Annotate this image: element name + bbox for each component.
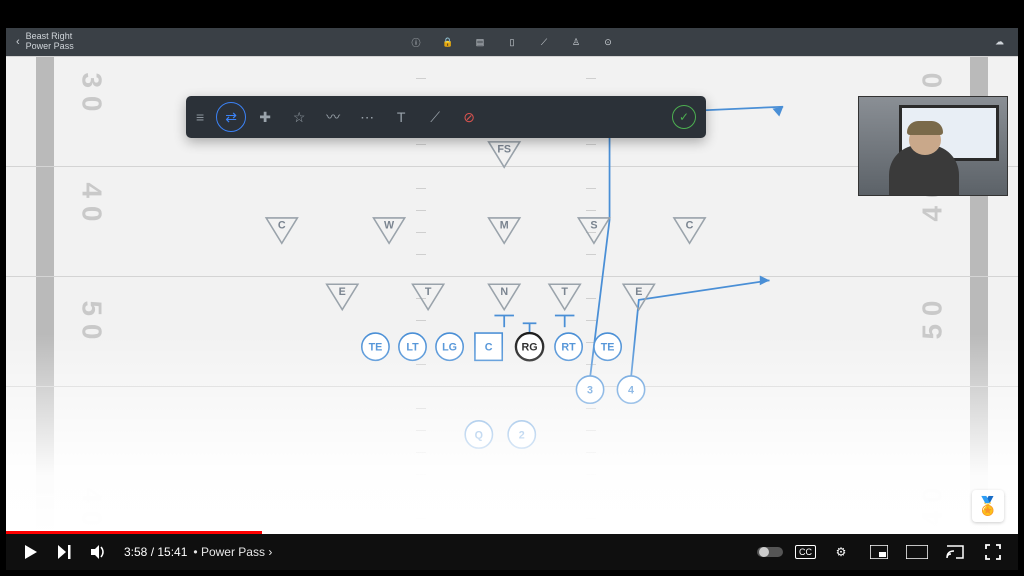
cast-button[interactable] xyxy=(942,539,968,565)
settings-button[interactable]: ⚙ xyxy=(828,539,854,565)
chapter-label[interactable]: • Power Pass › xyxy=(193,545,272,559)
svg-text:C: C xyxy=(485,342,493,354)
fullscreen-button[interactable] xyxy=(980,539,1006,565)
svg-text:2: 2 xyxy=(519,429,525,441)
play-button[interactable] xyxy=(18,539,44,565)
svg-text:S: S xyxy=(590,220,597,232)
svg-text:C: C xyxy=(278,220,286,232)
presenter-webcam xyxy=(858,96,1008,196)
tool-6[interactable]: ⟋ xyxy=(420,102,450,132)
play-editor-app: ‹ Beast Right Power Pass ⓘ 🔒 ▤ ▯ ⟋ ♙ ⊙ ☁… xyxy=(6,28,1018,534)
back-button[interactable]: ‹ xyxy=(16,36,20,48)
video-controls: 3:58 / 15:41 • Power Pass › CC ⚙ xyxy=(6,534,1018,570)
panel-icon[interactable]: ▯ xyxy=(505,35,519,49)
tool-7[interactable]: ⊘ xyxy=(454,102,484,132)
user-icon[interactable]: ♙ xyxy=(569,35,583,49)
time-display: 3:58 / 15:41 xyxy=(124,545,187,559)
link-icon[interactable]: ⟋ xyxy=(537,35,551,49)
svg-text:C: C xyxy=(686,220,694,232)
lock-icon[interactable]: 🔒 xyxy=(441,35,455,49)
svg-text:4: 4 xyxy=(628,385,634,397)
tool-1[interactable]: ✚ xyxy=(250,102,280,132)
svg-text:N: N xyxy=(500,286,508,298)
volume-button[interactable] xyxy=(86,539,112,565)
svg-text:LG: LG xyxy=(442,342,457,354)
channel-badge[interactable]: 🏅 xyxy=(972,490,1004,522)
svg-text:LT: LT xyxy=(406,342,419,354)
svg-text:RT: RT xyxy=(561,342,576,354)
controls-right: CC ⚙ xyxy=(757,539,1006,565)
tool-5[interactable]: T xyxy=(386,102,416,132)
svg-text:E: E xyxy=(339,286,346,298)
football-field[interactable]: 3 03 04 04 05 05 04 04 0 FSCWMSCETNTE TE… xyxy=(6,56,1018,534)
svg-text:W: W xyxy=(384,220,395,232)
drag-handle-icon[interactable]: ≡ xyxy=(196,109,204,125)
header-titles: Beast Right Power Pass xyxy=(26,32,74,52)
info-icon[interactable]: ⓘ xyxy=(409,35,423,49)
cloud-icon[interactable]: ☁ xyxy=(995,37,1004,48)
miniplayer-button[interactable] xyxy=(866,539,892,565)
header-toolbar: ⓘ 🔒 ▤ ▯ ⟋ ♙ ⊙ xyxy=(409,35,615,49)
confirm-button[interactable]: ✓ xyxy=(672,105,696,129)
theater-button[interactable] xyxy=(904,539,930,565)
svg-text:M: M xyxy=(500,220,509,232)
play-icon[interactable]: ⊙ xyxy=(601,35,615,49)
svg-text:RG: RG xyxy=(522,342,538,354)
tool-4[interactable]: ⋯ xyxy=(352,102,382,132)
svg-text:T: T xyxy=(425,286,432,298)
current-time: 3:58 xyxy=(124,545,147,559)
svg-text:3: 3 xyxy=(587,385,593,397)
svg-text:Q: Q xyxy=(475,429,483,441)
svg-text:E: E xyxy=(635,286,642,298)
video-frame: ‹ Beast Right Power Pass ⓘ 🔒 ▤ ▯ ⟋ ♙ ⊙ ☁… xyxy=(6,6,1018,570)
app-header: ‹ Beast Right Power Pass ⓘ 🔒 ▤ ▯ ⟋ ♙ ⊙ ☁ xyxy=(6,28,1018,56)
svg-text:FS: FS xyxy=(497,144,511,156)
play-title: Power Pass xyxy=(26,42,74,52)
svg-text:TE: TE xyxy=(601,342,615,354)
annotation-toolbar[interactable]: ≡ ⇄✚☆〰⋯T⟋⊘ ✓ xyxy=(186,96,706,138)
tool-3[interactable]: 〰 xyxy=(318,102,348,132)
svg-text:T: T xyxy=(561,286,568,298)
captions-button[interactable]: CC xyxy=(795,545,816,559)
tool-2[interactable]: ☆ xyxy=(284,102,314,132)
duration: 15:41 xyxy=(157,545,187,559)
svg-text:TE: TE xyxy=(369,342,383,354)
presenter-cap xyxy=(907,121,943,135)
list-icon[interactable]: ▤ xyxy=(473,35,487,49)
tool-0[interactable]: ⇄ xyxy=(216,102,246,132)
next-button[interactable] xyxy=(52,539,78,565)
autoplay-toggle[interactable] xyxy=(757,539,783,565)
